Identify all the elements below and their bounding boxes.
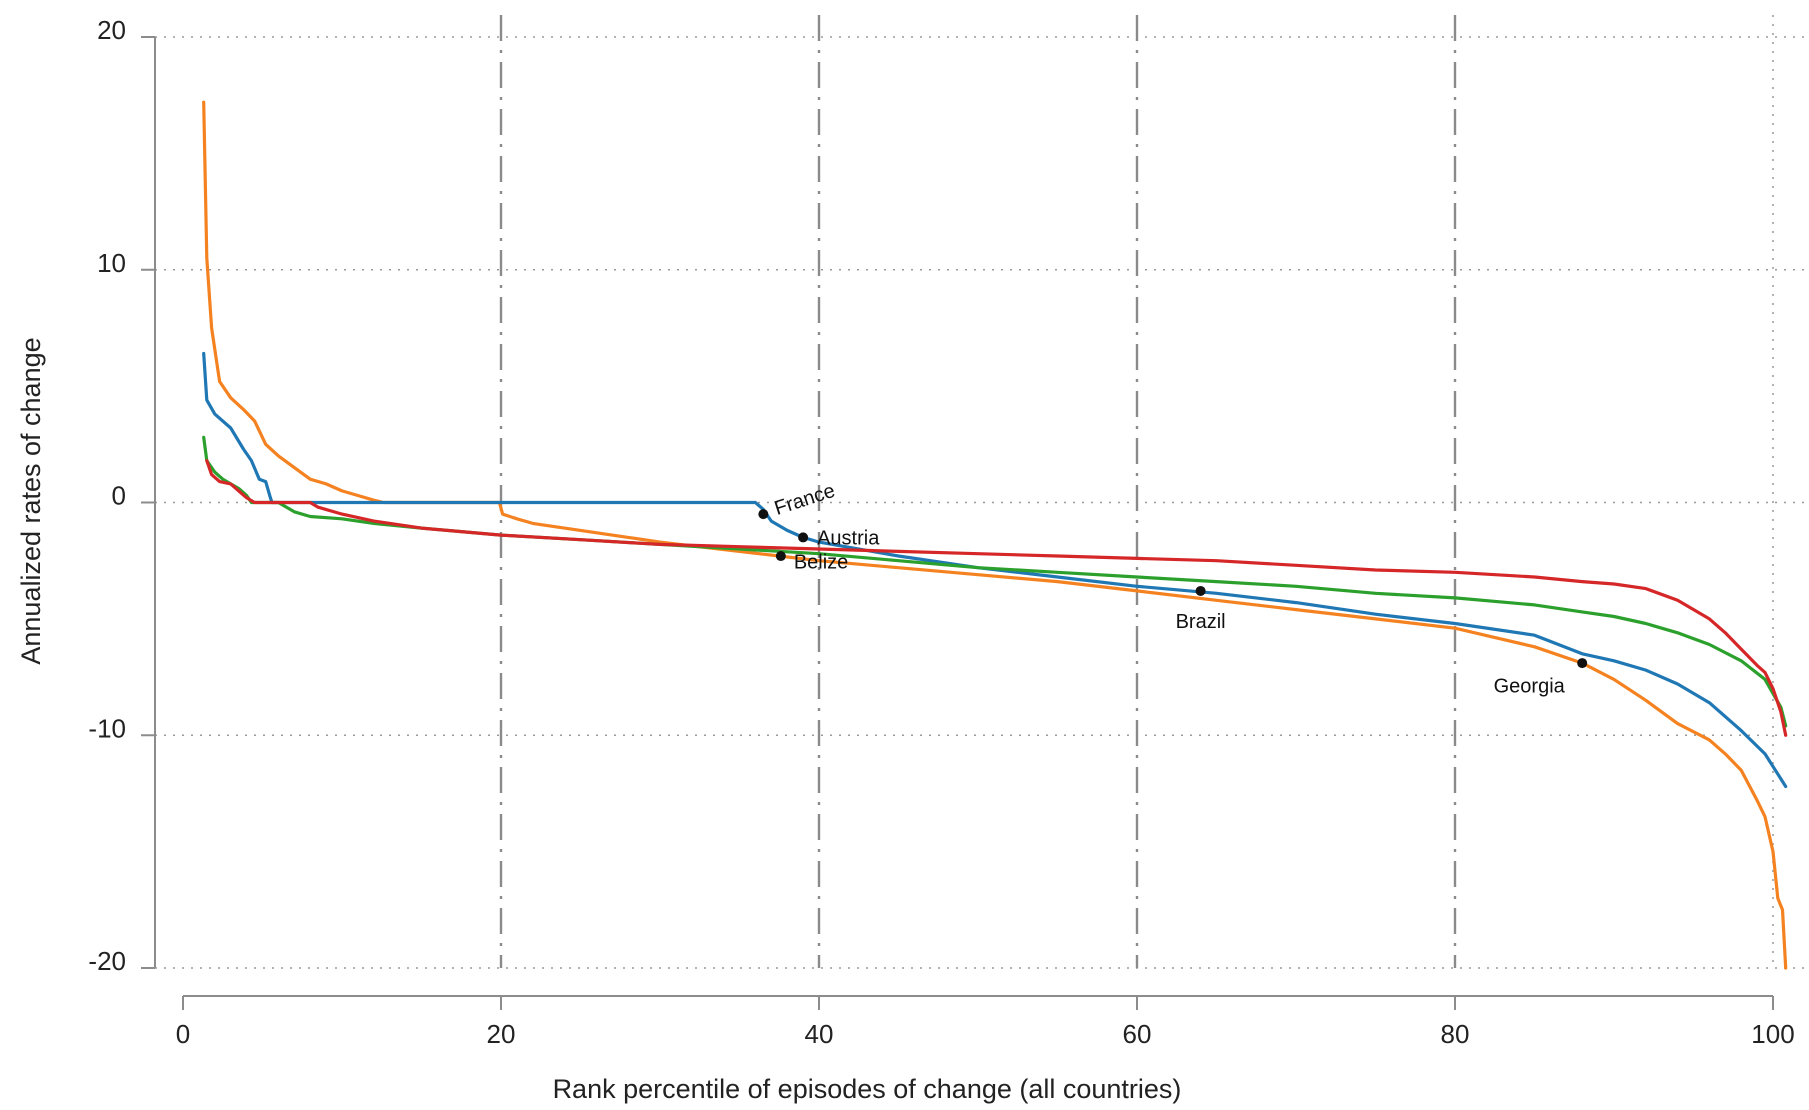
annotation-label: Belize: [794, 551, 848, 573]
y-tick-label: -10: [88, 713, 126, 743]
x-tick-label: 0: [176, 1019, 190, 1049]
series-group: [202, 100, 1788, 970]
y-tick-label: 10: [97, 248, 126, 278]
x-tick-label: 20: [487, 1019, 516, 1049]
series-line-4: [205, 459, 1788, 737]
x-axis-label: Rank percentile of episodes of change (a…: [553, 1074, 1182, 1104]
ticks: -20 -10 0 10 20 0 20 40 60 80 100: [88, 15, 1794, 1049]
y-tick-label: -20: [88, 946, 126, 976]
annotation-label: Brazil: [1176, 611, 1226, 633]
axes: [154, 37, 1773, 997]
y-tick-label: 20: [97, 15, 126, 45]
annotation-marker: [775, 551, 786, 562]
annotation-label: Austria: [817, 528, 880, 550]
x-tick-label: 40: [805, 1019, 834, 1049]
annotation-label: France: [772, 480, 838, 520]
x-tick-label: 100: [1751, 1019, 1794, 1049]
annotation-marker: [798, 532, 809, 543]
series-line-1: [202, 100, 1788, 970]
annotation-marker: [1577, 658, 1588, 669]
y-tick-label: 0: [112, 481, 126, 511]
grid: [155, 15, 1809, 969]
annotation-marker: [758, 509, 769, 520]
x-tick-label: 80: [1441, 1019, 1470, 1049]
series-line-3: [202, 435, 1788, 728]
x-tick-label: 60: [1123, 1019, 1152, 1049]
y-axis-label: Annualized rates of change: [16, 337, 46, 664]
annotation-label: Georgia: [1494, 675, 1566, 697]
annotation-marker: [1195, 585, 1206, 596]
